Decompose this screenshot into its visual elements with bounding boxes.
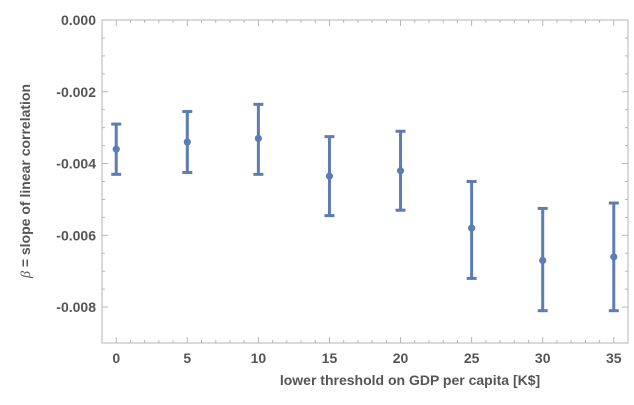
data-point: [468, 224, 476, 232]
x-tick-label: 25: [464, 350, 480, 366]
data-point: [254, 134, 262, 143]
data-point-group: [182, 110, 193, 175]
x-tick-label: 5: [183, 350, 191, 366]
data-point: [183, 138, 191, 146]
data-point: [610, 253, 618, 261]
y-tick-label: -0.004: [56, 156, 96, 172]
data-point-group: [324, 135, 335, 218]
data-point-group: [111, 122, 122, 176]
data-point: [112, 145, 120, 153]
data-point-group: [537, 206, 548, 313]
x-axis: 0 5 10 15 20 25 30 35: [101, 20, 629, 366]
y-tick-label: -0.002: [56, 84, 96, 100]
y-axis: 0.000 -0.002 -0.004 -0.006 -0.008: [56, 12, 628, 315]
x-tick-label: 15: [322, 350, 338, 366]
x-axis-title: lower threshold on GDP per capita [K$]: [280, 372, 540, 388]
data-point: [325, 172, 334, 180]
y-tick-label: 0.000: [61, 12, 96, 28]
x-tick-label: 30: [535, 350, 551, 366]
x-tick-label: 10: [251, 350, 267, 366]
data-series: [111, 102, 619, 313]
y-tick-label: -0.006: [56, 227, 96, 243]
x-tick-label: 35: [606, 350, 622, 366]
data-point: [539, 256, 547, 265]
y-tick-label: -0.008: [56, 299, 96, 315]
data-point: [396, 167, 405, 175]
x-tick-label: 0: [112, 350, 120, 366]
data-point-group: [608, 201, 619, 313]
data-point-group: [253, 102, 264, 176]
x-tick-label: 20: [393, 350, 409, 366]
plot-frame: [101, 19, 629, 344]
data-point-group: [395, 129, 406, 212]
y-axis-title-symbol: β: [19, 271, 34, 279]
data-point-group: [466, 180, 477, 280]
y-axis-title: β = slope of linear correlation: [17, 84, 34, 279]
y-axis-title-text: = slope of linear correlation: [17, 84, 33, 271]
